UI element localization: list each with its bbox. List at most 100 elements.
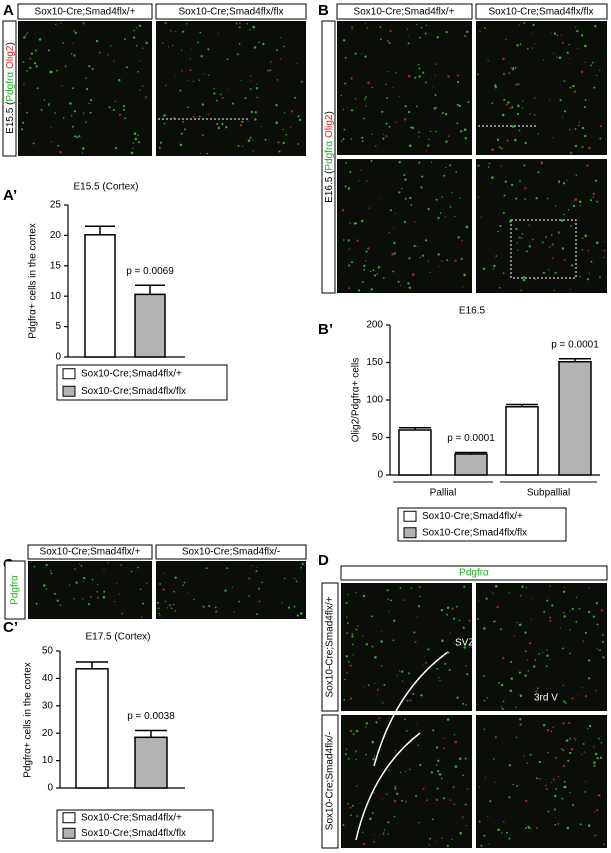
cell-dot — [236, 53, 239, 56]
cell-dot — [494, 620, 496, 622]
legend-label: Sox10-Cre;Smad4flx/+ — [81, 812, 182, 823]
cell-dot — [275, 104, 278, 107]
cell-dot — [584, 631, 587, 634]
cell-dot — [165, 84, 167, 87]
cell-dot — [448, 669, 451, 671]
cell-dot — [555, 788, 558, 790]
cell-dot — [346, 616, 348, 618]
cell-dot — [186, 79, 189, 82]
cell-dot — [554, 271, 557, 274]
cell-dot — [515, 197, 518, 200]
cell-dot — [542, 651, 544, 653]
cell-dot — [364, 55, 367, 58]
cell-dot — [419, 595, 421, 598]
bar — [558, 361, 592, 476]
cell-dot — [591, 61, 594, 64]
cell-dot — [354, 750, 357, 753]
cell-dot — [519, 694, 523, 697]
side-text: E15.5 ( — [5, 101, 16, 134]
cell-dot — [72, 42, 74, 44]
cell-dot — [462, 286, 464, 288]
cell-dot — [300, 80, 303, 83]
cell-dot — [501, 707, 504, 710]
cell-dot — [341, 209, 345, 212]
cell-dot — [183, 581, 186, 584]
svz-line — [355, 732, 421, 841]
cell-dot — [350, 697, 353, 700]
cell-dot — [559, 627, 561, 629]
cell-dot — [361, 219, 364, 223]
header: Sox10-Cre;Smad4flx/- — [182, 547, 280, 558]
cell-dot — [78, 135, 81, 138]
cell-dot — [486, 697, 488, 699]
cell-dot — [370, 160, 373, 162]
cell-dot — [563, 259, 566, 262]
cell-dot — [408, 74, 411, 78]
cell-dot — [399, 587, 402, 590]
cell-dot — [350, 77, 353, 80]
cell-dot — [451, 191, 453, 194]
panel-letter: B’ — [318, 321, 333, 338]
cell-dot — [573, 90, 577, 93]
cell-dot — [515, 706, 517, 708]
cell-dot — [413, 244, 416, 248]
cell-dot — [440, 777, 443, 780]
cell-dot — [73, 598, 75, 600]
cell-dot — [221, 122, 224, 125]
cell-dot — [600, 742, 603, 744]
cell-dot — [207, 113, 209, 116]
cell-dot — [510, 660, 513, 664]
cell-dot — [388, 610, 390, 612]
cell-dot — [378, 717, 381, 720]
cell-dot — [571, 607, 574, 611]
cell-dot — [590, 199, 592, 202]
cell-dot — [585, 781, 587, 783]
cell-dot — [182, 584, 184, 586]
cell-dot — [392, 639, 395, 641]
cell-dot — [56, 69, 58, 72]
cell-dot — [519, 718, 522, 721]
cell-dot — [102, 596, 106, 599]
cell-dot — [106, 54, 109, 56]
cell-dot — [567, 209, 570, 211]
cell-dot — [373, 274, 376, 277]
cell-dot — [172, 116, 175, 119]
cell-dot — [518, 623, 522, 627]
cell-dot — [454, 259, 457, 262]
cell-dot — [418, 67, 421, 70]
cell-dot — [593, 761, 596, 764]
cell-dot — [504, 180, 507, 183]
cell-dot — [506, 831, 508, 834]
cell-dot — [456, 74, 459, 77]
cell-dot — [355, 628, 358, 631]
cell-dot — [483, 728, 486, 730]
cell-dot — [206, 152, 209, 155]
y-tick-label: 10 — [50, 291, 62, 302]
cell-dot — [563, 110, 566, 113]
cell-dot — [404, 718, 406, 720]
cell-dot — [19, 103, 21, 105]
cell-dot — [343, 272, 345, 274]
cell-dot — [563, 213, 565, 216]
cell-dot — [529, 753, 532, 756]
cell-dot — [103, 569, 105, 571]
cell-dot — [400, 284, 402, 287]
cell-dot — [592, 615, 595, 618]
cell-dot — [574, 198, 578, 201]
cell-dot — [480, 216, 482, 218]
cell-dot — [478, 600, 480, 602]
cell-dot — [596, 623, 599, 626]
cell-dot — [387, 598, 389, 600]
cell-dot — [49, 70, 52, 74]
cell-dot — [588, 587, 590, 589]
cell-dot — [251, 564, 253, 566]
bar — [84, 234, 116, 358]
cell-dot — [351, 25, 354, 28]
micrograph — [337, 159, 472, 293]
side-box — [321, 582, 339, 712]
cell-dot — [393, 815, 396, 818]
cell-dot — [282, 141, 285, 145]
cell-dot — [398, 161, 401, 164]
cell-dot — [569, 652, 571, 655]
cell-dot — [453, 734, 456, 736]
